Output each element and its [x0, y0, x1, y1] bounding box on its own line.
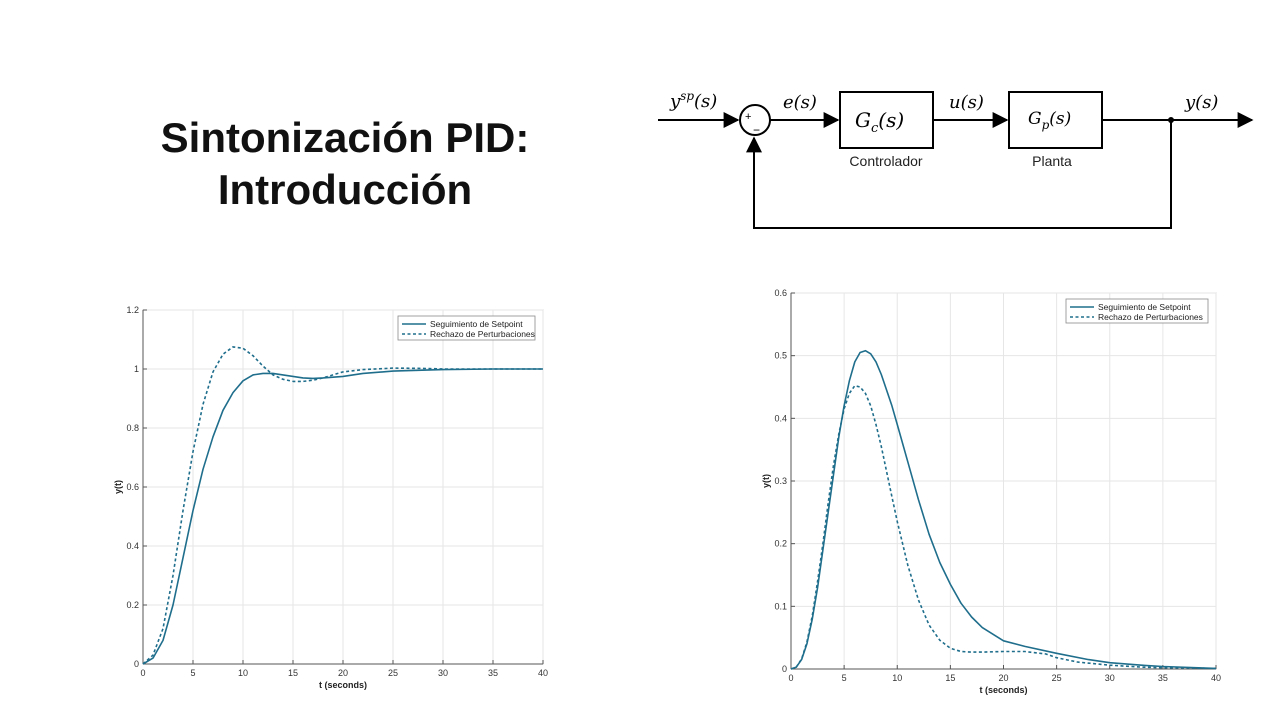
x-tick-label: 35	[488, 668, 498, 678]
slide-title-line1: Sintonización PID:	[160, 114, 530, 161]
x-tick-label: 20	[998, 673, 1008, 683]
y-tick-label: 1	[134, 364, 139, 374]
x-tick-label: 30	[438, 668, 448, 678]
legend-entry: Seguimiento de Setpoint	[1098, 302, 1191, 312]
legend-box	[1065, 298, 1209, 324]
legend-entry: Seguimiento de Setpoint	[430, 319, 523, 329]
y-tick-label: 0.1	[774, 601, 787, 611]
error-label: e(s)	[783, 92, 817, 113]
y-tick-label: 0.4	[774, 413, 787, 423]
x-tick-label: 40	[538, 668, 548, 678]
legend-entry: Rechazo de Perturbaciones	[1098, 312, 1203, 322]
y-axis-label: y(t)	[113, 480, 123, 494]
disturbance-response-chart: 0 0.1 0.2 0.3 0.4 0.5 0.6 0 5 10 15 20 25 30 35 40 t (se…	[761, 288, 1221, 695]
slide-title: Sintonización PID: Introducción	[120, 112, 570, 216]
plant-caption: Planta	[1032, 153, 1072, 169]
slide-title-line2: Introducción	[217, 166, 473, 213]
series-line-disturbance	[142, 346, 543, 665]
x-tick-label: 10	[892, 673, 902, 683]
y-tick-label: 0.4	[126, 541, 139, 551]
controller-caption: Controlador	[849, 153, 922, 169]
sum-plus-sign: +	[745, 111, 751, 123]
x-tick-label: 0	[140, 668, 145, 678]
output-label: y(s)	[1184, 92, 1218, 113]
x-axis-label: t (seconds)	[319, 680, 367, 690]
x-tick-label: 15	[288, 668, 298, 678]
y-tick-label: 0.2	[126, 600, 139, 610]
y-tick-label: 1.2	[126, 305, 139, 315]
feedback-path	[746, 120, 1172, 229]
plant-tf: Gp(s)	[1028, 109, 1071, 132]
x-tick-label: 10	[238, 668, 248, 678]
series-line-setpoint	[142, 368, 543, 665]
control-signal-label: u(s)	[949, 92, 984, 113]
controller-tf: Gc(s)	[855, 108, 904, 136]
setpoint-label: ysp(s)	[669, 89, 717, 112]
x-axis-label: t (seconds)	[979, 685, 1027, 695]
y-tick-label: 0.3	[774, 476, 787, 486]
x-tick-label: 20	[338, 668, 348, 678]
x-tick-label: 40	[1211, 673, 1221, 683]
y-tick-label: 0.6	[126, 482, 139, 492]
x-tick-label: 5	[842, 673, 847, 683]
x-tick-label: 30	[1105, 673, 1115, 683]
y-tick-label: 0	[782, 664, 787, 674]
y-tick-label: 0.5	[774, 351, 787, 361]
setpoint-response-chart: 0 0.2 0.4 0.6 0.8 1 1.2 0 5 10 15 20 25 30 35 40 t (seco…	[113, 305, 548, 690]
y-tick-label: 0.2	[774, 539, 787, 549]
x-tick-label: 0	[788, 673, 793, 683]
x-tick-label: 25	[388, 668, 398, 678]
series-line-disturbance	[790, 384, 1217, 670]
y-axis-label: y(t)	[761, 474, 771, 488]
y-tick-label: 0.8	[126, 423, 139, 433]
x-tick-label: 5	[190, 668, 195, 678]
legend-entry: Rechazo de Perturbaciones	[430, 329, 535, 339]
takeoff-point	[1168, 117, 1174, 123]
x-tick-label: 35	[1158, 673, 1168, 683]
x-tick-label: 15	[945, 673, 955, 683]
y-tick-label: 0.6	[774, 288, 787, 298]
y-tick-label: 0	[134, 659, 139, 669]
sum-minus-sign: −	[753, 123, 760, 137]
pid-block-diagram: ysp(s) + − e(s) Gc(s) Controlador u(s) G…	[658, 89, 1254, 229]
legend-box	[397, 315, 536, 341]
x-tick-label: 25	[1052, 673, 1062, 683]
series-line-setpoint	[790, 349, 1217, 670]
